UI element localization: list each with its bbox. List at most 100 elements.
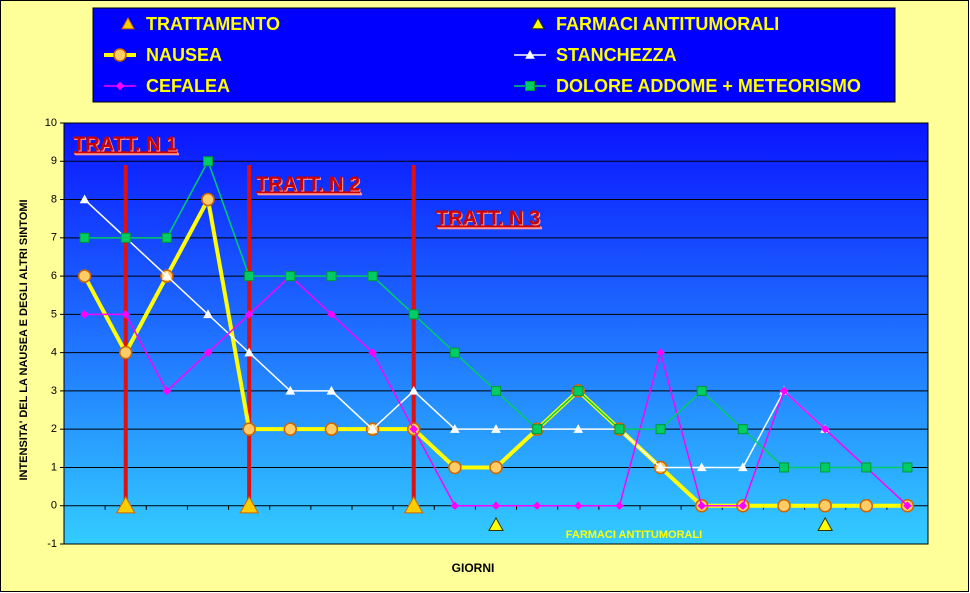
- marker: [696, 462, 707, 472]
- marker: [818, 498, 832, 513]
- marker: [118, 345, 133, 360]
- annotation: FARMACI ANTITUMORALI: [566, 529, 702, 541]
- x-axis-label: GIORNI: [452, 561, 495, 575]
- y-axis-label: INTENSITA' DEL LA NAUSEA E DEGLI ALTRI S…: [18, 199, 30, 480]
- marker: [244, 271, 255, 282]
- marker: [242, 422, 256, 436]
- marker: [79, 194, 90, 204]
- marker: [861, 462, 872, 473]
- marker: [779, 462, 789, 473]
- marker: [614, 424, 625, 435]
- marker: [655, 462, 666, 472]
- marker: [450, 424, 460, 433]
- marker: [573, 424, 584, 433]
- marker: [820, 424, 830, 434]
- y-tick-label: 0: [51, 500, 57, 512]
- marker: [525, 81, 535, 91]
- marker: [859, 498, 874, 513]
- marker: [283, 422, 298, 436]
- y-tick-label: 3: [51, 385, 57, 397]
- marker: [408, 385, 419, 395]
- y-tick-label: 10: [45, 117, 57, 129]
- marker: [368, 348, 377, 357]
- marker: [532, 424, 543, 435]
- y-tick-label: 9: [51, 155, 57, 167]
- legend-label: NAUSEA: [146, 45, 222, 65]
- marker: [902, 462, 913, 473]
- marker: [326, 385, 337, 395]
- marker: [655, 424, 666, 435]
- marker: [120, 232, 131, 243]
- marker: [738, 501, 748, 510]
- marker: [162, 386, 172, 396]
- legend-label: STANCHEZZA: [556, 45, 677, 65]
- annotation: TRATT. N 3: [436, 207, 540, 229]
- marker: [203, 348, 213, 357]
- marker: [737, 424, 748, 435]
- y-tick-label: 5: [51, 308, 57, 320]
- marker: [324, 422, 339, 436]
- marker: [121, 310, 130, 319]
- annotation: TRATT. N 1: [73, 133, 177, 155]
- marker: [573, 385, 584, 396]
- legend-label: TRATTAMENTO: [146, 14, 280, 34]
- marker: [162, 271, 172, 280]
- marker: [820, 462, 831, 473]
- marker: [115, 81, 125, 91]
- marker: [121, 16, 135, 30]
- marker: [615, 501, 624, 510]
- marker: [531, 16, 545, 30]
- marker: [489, 460, 503, 475]
- y-tick-label: 2: [51, 423, 57, 435]
- marker: [285, 271, 296, 282]
- marker: [203, 309, 213, 319]
- marker: [777, 498, 791, 513]
- y-tick-label: 7: [51, 232, 57, 244]
- marker: [697, 501, 706, 510]
- marker: [903, 501, 912, 510]
- marker: [491, 385, 501, 396]
- marker: [408, 309, 419, 320]
- marker: [77, 269, 92, 283]
- annotation: TRATT. N 2: [256, 173, 360, 195]
- marker: [409, 424, 418, 434]
- marker: [574, 501, 583, 510]
- marker: [817, 516, 833, 531]
- marker: [450, 501, 460, 510]
- marker: [244, 347, 254, 357]
- marker: [244, 310, 254, 319]
- legend-label: CEFALEA: [146, 76, 230, 96]
- plot-area: [63, 122, 929, 545]
- marker: [326, 271, 337, 282]
- marker: [115, 495, 136, 514]
- marker: [449, 347, 460, 358]
- y-tick-label: 8: [51, 193, 57, 205]
- marker: [201, 192, 215, 207]
- y-tick-label: 1: [51, 461, 57, 473]
- marker: [327, 310, 336, 319]
- marker: [203, 156, 213, 167]
- marker: [738, 462, 748, 472]
- legend-box: [92, 7, 896, 103]
- marker: [80, 310, 89, 319]
- marker: [367, 271, 378, 282]
- marker: [448, 460, 462, 475]
- marker: [285, 385, 296, 395]
- y-tick-label: 6: [51, 270, 57, 282]
- marker: [491, 424, 501, 433]
- marker: [367, 424, 378, 433]
- marker: [779, 386, 789, 396]
- marker: [532, 501, 542, 510]
- marker: [403, 495, 424, 514]
- marker: [525, 49, 535, 59]
- marker: [113, 48, 127, 62]
- legend-label: DOLORE ADDOME + METEORISMO: [556, 76, 861, 96]
- marker: [656, 348, 665, 357]
- y-tick-label: 4: [51, 347, 57, 359]
- marker: [488, 516, 504, 531]
- marker: [696, 385, 707, 396]
- marker: [491, 501, 501, 510]
- marker: [79, 232, 90, 243]
- marker: [161, 232, 172, 243]
